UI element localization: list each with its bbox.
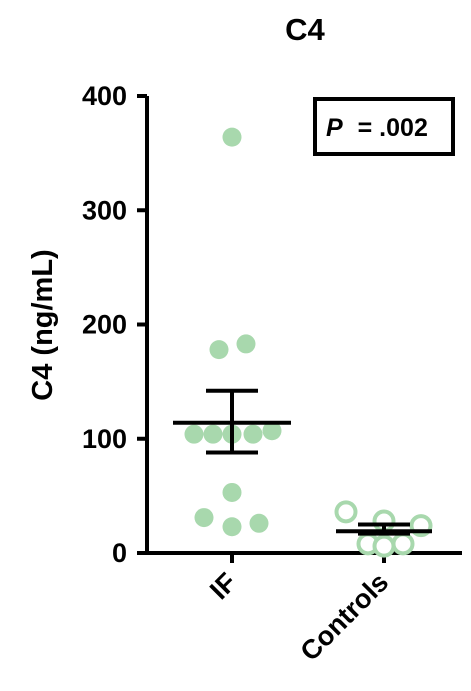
if-point [194,508,214,528]
p-value-frame [313,97,455,156]
if-point [222,517,242,537]
if-point [209,340,229,360]
x-axis-ticks: IF Controls [204,553,394,667]
p-value-number: = .002 [358,114,428,142]
x-tick-label: Controls [295,567,395,667]
y-tick-label: 300 [82,195,127,225]
y-tick-label: 200 [82,310,127,340]
if-point [262,421,282,441]
data-points [184,127,433,558]
if-point [243,424,263,444]
mean-sem-lines [173,388,432,536]
p-value-box: P = .002 [313,97,455,156]
if-point [203,424,223,444]
y-axis-ticks: 0 100 200 300 400 [82,81,147,568]
y-axis-label: C4 (ng/mL) [27,249,59,400]
if-point [236,334,256,354]
if-point [249,513,269,533]
control-point [334,500,358,524]
y-tick-label: 100 [82,424,127,454]
p-value-label: P [326,114,343,142]
y-tick-label: 0 [112,538,127,568]
chart-title: C4 [285,12,325,47]
if-point [222,482,242,502]
control-point [372,534,396,558]
y-tick-label: 400 [82,81,127,111]
if-point [222,127,242,147]
if-point [184,424,204,444]
control-point [391,532,415,556]
x-tick-label: IF [204,567,242,605]
p-value-text: P = .002 [326,114,428,142]
